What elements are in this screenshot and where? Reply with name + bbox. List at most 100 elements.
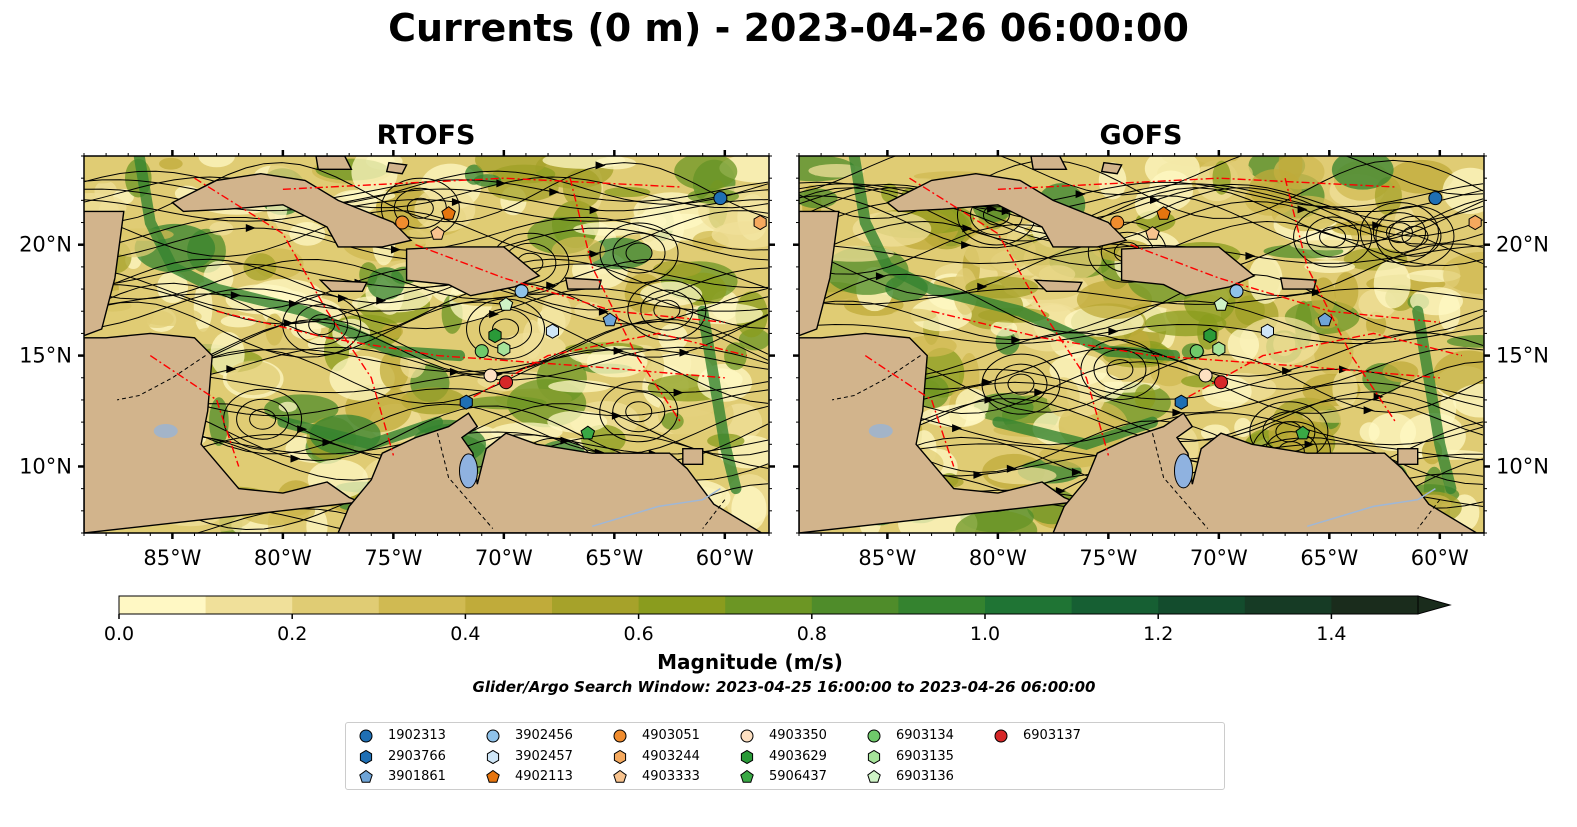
legend-marker-6903136 (867, 769, 881, 783)
streamline-arrow (1075, 190, 1086, 199)
lake-nicaragua (153, 423, 178, 438)
legend-marker-2903766 (359, 749, 373, 764)
colorbar-bin (119, 596, 207, 614)
legend-label: 4903350 (769, 728, 827, 743)
streamline (84, 282, 769, 339)
streamline-arrow (961, 241, 972, 250)
colorbar-bin (1071, 596, 1159, 614)
legend-marker-icon (740, 729, 754, 743)
float-4903350 (483, 368, 498, 383)
streamline-arrow (449, 367, 460, 376)
land-southamerica (337, 412, 769, 533)
legend-marker-3902457 (486, 749, 500, 764)
eddy (1375, 205, 1455, 267)
legend-marker-4903629 (740, 749, 754, 764)
float-3901861 (1317, 312, 1333, 327)
streamline (84, 283, 769, 325)
float-5906437 (1295, 425, 1311, 440)
speed-patch (264, 394, 339, 424)
eddy (599, 222, 679, 284)
streamline-arrow (1311, 288, 1322, 297)
streamline-arrow (984, 395, 995, 404)
eez-boundary (194, 177, 395, 456)
colorbar-extend (1417, 595, 1452, 615)
colorbar-bin (985, 596, 1073, 614)
streamline-arrow (952, 424, 963, 433)
speed-patch (1134, 384, 1156, 410)
streamline-arrow (1363, 406, 1374, 415)
strong-current (697, 305, 742, 495)
streamline-arrow (390, 245, 401, 254)
colorbar-bin (205, 596, 293, 614)
border (702, 499, 726, 529)
lon-tick-label: 60°W (696, 546, 754, 570)
eddy (653, 299, 681, 321)
legend-label: 3902457 (515, 748, 573, 764)
speed-patch (198, 156, 235, 168)
legend-label: 6903136 (896, 769, 954, 784)
float-6903136 (1213, 296, 1229, 311)
map-panel-rtofs: 85°W 80°W 75°W 70°W 65°W 60°W 20°N 15°N 10°N (19, 150, 775, 570)
lake-nicaragua (868, 423, 893, 438)
legend-marker-icon (359, 769, 373, 783)
eddy (612, 232, 666, 274)
legend-marker-icon (613, 729, 627, 743)
speed-patch (988, 466, 1057, 485)
map-frame (83, 155, 770, 534)
legend-marker-4903244 (613, 749, 627, 764)
float-2903766 (459, 394, 473, 410)
legend-marker-icon (867, 729, 881, 743)
streamline-arrow (1373, 392, 1384, 401)
float-4903629 (1203, 328, 1217, 344)
float-4903629 (488, 328, 502, 344)
colorbar-bin (465, 596, 553, 614)
streamline-arrow (245, 223, 256, 232)
streamline (799, 156, 1484, 196)
eddy (599, 381, 679, 443)
colorbar-tick-label: 0.2 (277, 623, 307, 645)
float-4903051 (1110, 215, 1125, 230)
eddy (1319, 226, 1347, 248)
legend-label: 2903766 (388, 748, 446, 764)
streamline-arrow (952, 142, 962, 150)
lat-tick-label: 10°N (19, 454, 72, 478)
float-4903333 (430, 225, 445, 240)
speed-patch (1410, 287, 1463, 316)
panel-title-rtofs: RTOFS (376, 120, 476, 151)
lake-maracaibo (1173, 453, 1193, 489)
eddy (627, 279, 707, 341)
legend-marker-4903333 (613, 769, 627, 783)
legend-marker-icon (486, 769, 500, 783)
land-southamerica (1052, 412, 1484, 533)
border (1152, 433, 1209, 529)
speed-patch (220, 315, 257, 328)
float-6903136 (498, 296, 514, 311)
map-content (84, 156, 769, 533)
speed-patch (638, 202, 685, 252)
land-hispaniola (405, 246, 541, 297)
legend-marker-5906437 (740, 769, 754, 783)
legend-marker-6903134 (867, 729, 881, 743)
eddy (1372, 212, 1426, 254)
streamline-arrow (283, 319, 294, 328)
float-6903137 (499, 375, 514, 390)
speed-patch (522, 319, 542, 359)
streamline (84, 288, 769, 330)
eddy (612, 391, 666, 433)
speed-patch (1227, 328, 1260, 362)
river-orinoco (591, 487, 721, 528)
legend-label: 4903333 (642, 769, 700, 784)
speed-patch (808, 164, 865, 178)
streamline-arrow (973, 470, 984, 479)
float-4903051 (395, 215, 410, 230)
streamline (84, 170, 769, 205)
land-hispaniola (1120, 246, 1256, 297)
colorbar-bin (552, 596, 640, 614)
streamline-arrow (451, 198, 462, 207)
eddy (1106, 359, 1134, 381)
float-4903333 (1145, 225, 1160, 240)
streamline (799, 181, 1484, 208)
speed-patch (1382, 361, 1419, 383)
panel-title-gofs: GOFS (1099, 120, 1183, 151)
colorbar-bin (292, 596, 380, 614)
